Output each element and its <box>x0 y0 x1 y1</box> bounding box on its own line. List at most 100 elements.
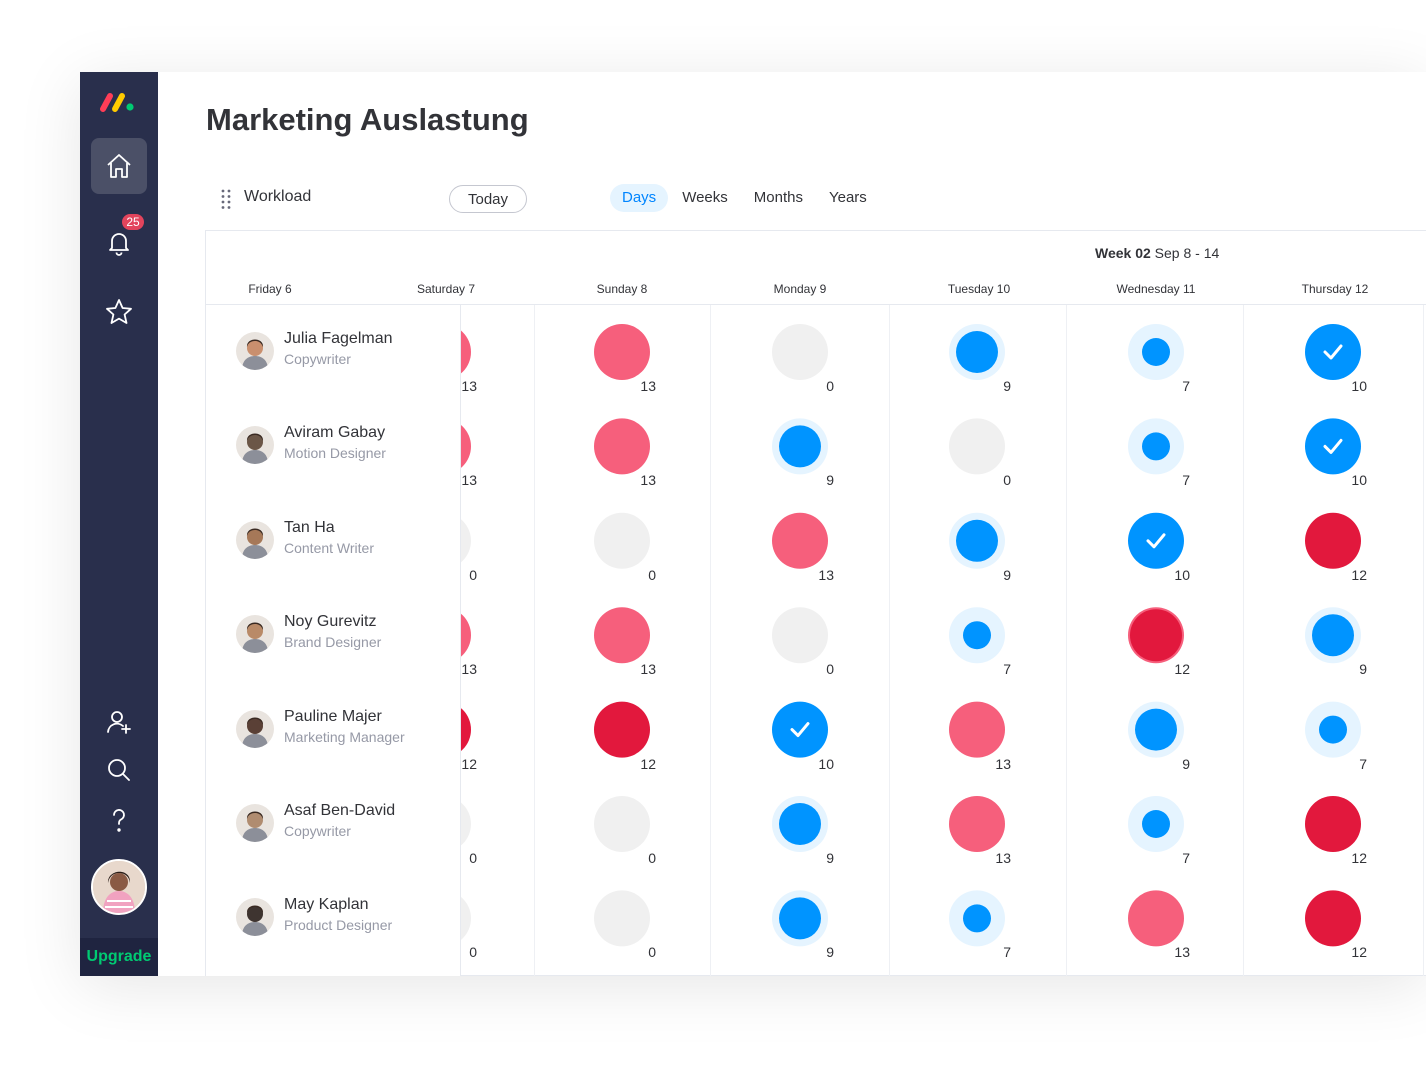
workload-bubble[interactable] <box>949 418 1005 475</box>
workload-bubble[interactable] <box>1305 324 1361 380</box>
workload-value: 7 <box>1003 944 1011 961</box>
workload-bubble[interactable] <box>772 512 828 569</box>
person-row[interactable]: Julia Fagelman Copywriter <box>206 322 461 382</box>
workload-bubble[interactable] <box>772 607 828 664</box>
person-row[interactable]: Aviram Gabay Motion Designer <box>206 416 461 476</box>
person-role: Marketing Manager <box>284 728 405 745</box>
workload-bubble[interactable] <box>772 324 828 380</box>
person-avatar <box>236 898 274 937</box>
workload-bubble[interactable] <box>594 607 650 664</box>
tab-weeks[interactable]: Weeks <box>682 189 728 206</box>
workload-bubble[interactable] <box>1305 701 1361 758</box>
day-header-thursday: Thursday 12 <box>1301 282 1369 296</box>
workload-bubble[interactable] <box>594 796 650 852</box>
person-avatar-icon <box>236 615 274 654</box>
workload-bubble[interactable] <box>594 512 650 569</box>
workload-bubble[interactable] <box>1305 890 1361 947</box>
workload-bubble[interactable] <box>949 890 1005 947</box>
person-row[interactable]: May Kaplan Product Designer <box>206 888 461 948</box>
column-divider <box>710 305 711 976</box>
workload-bubble[interactable] <box>594 418 650 475</box>
workload-value: 13 <box>1174 944 1190 961</box>
day-header-friday: Friday 6 <box>248 282 292 296</box>
checkmark-icon <box>1323 438 1343 454</box>
column-divider <box>534 305 535 976</box>
workload-bubble[interactable] <box>1128 796 1184 852</box>
workload-value: 13 <box>461 378 477 394</box>
person-avatar-icon <box>236 898 274 937</box>
monday-logo-icon[interactable] <box>99 90 139 114</box>
person-role: Brand Designer <box>284 634 382 651</box>
workload-value: 13 <box>461 661 477 678</box>
person-row[interactable]: Noy Gurevitz Brand Designer <box>206 605 461 665</box>
workload-bubble[interactable] <box>772 701 828 758</box>
workload-bubble[interactable] <box>594 324 650 380</box>
person-row[interactable]: Asaf Ben-David Copywriter <box>206 794 461 854</box>
person-row[interactable]: Tan Ha Content Writer <box>206 511 461 571</box>
workload-board: Week 02 Sep 8 - 14 Friday 6 Saturday 7 S… <box>205 230 1426 976</box>
checkmark-icon <box>790 722 810 738</box>
user-avatar[interactable] <box>91 859 147 915</box>
search-button[interactable] <box>91 742 147 798</box>
workload-value: 0 <box>826 378 834 394</box>
workload-bubbles <box>415 324 1361 947</box>
workload-bubble[interactable] <box>772 418 828 475</box>
upgrade-button[interactable]: Upgrade <box>80 938 158 976</box>
question-mark-icon <box>113 809 125 832</box>
tab-days[interactable]: Days <box>610 184 669 212</box>
person-avatar-icon <box>236 804 274 842</box>
tab-years[interactable]: Years <box>828 189 867 206</box>
notifications-button[interactable] <box>91 214 147 270</box>
workload-value: 0 <box>648 566 656 583</box>
workload-bubble[interactable] <box>772 890 828 947</box>
workload-bubble[interactable] <box>594 890 650 947</box>
person-name: May Kaplan <box>284 896 369 914</box>
workload-bubble[interactable] <box>1305 512 1361 569</box>
person-name: Pauline Majer <box>284 707 382 725</box>
workload-bubble[interactable] <box>949 324 1005 380</box>
help-button[interactable] <box>91 792 147 848</box>
person-role: Content Writer <box>284 539 374 556</box>
workload-bubble[interactable] <box>949 512 1005 569</box>
workload-bubble[interactable] <box>1128 418 1184 475</box>
workload-value: 10 <box>1174 566 1190 583</box>
person-name: Tan Ha <box>284 518 335 536</box>
workload-bubble[interactable] <box>1128 701 1184 758</box>
time-range-tabs: Days Weeks Months Years <box>610 184 881 212</box>
today-button[interactable]: Today <box>449 185 527 213</box>
view-name[interactable]: Workload <box>244 188 312 205</box>
invite-members-button[interactable] <box>91 694 147 750</box>
checkmark-icon <box>1323 344 1343 360</box>
workload-bubble[interactable] <box>1128 607 1184 664</box>
workload-bubble[interactable] <box>949 701 1005 758</box>
favorites-button[interactable] <box>91 284 147 340</box>
checkmark-icon <box>1146 533 1166 549</box>
notification-count-badge: 25 <box>122 214 144 230</box>
workload-bubble[interactable] <box>949 607 1005 664</box>
main-content: Marketing Auslastung Workload Today Days… <box>158 72 1426 976</box>
person-avatar <box>236 332 274 370</box>
workload-bubble[interactable] <box>1305 418 1361 475</box>
person-row[interactable]: Pauline Majer Marketing Manager <box>206 700 461 760</box>
week-range: Sep 8 - 14 <box>1154 245 1220 261</box>
home-button[interactable] <box>91 138 147 194</box>
workload-value: 13 <box>995 850 1011 866</box>
workload-bubble[interactable] <box>772 796 828 852</box>
workload-value: 10 <box>1351 472 1367 489</box>
home-icon <box>107 154 131 178</box>
workload-bubble[interactable] <box>1305 607 1361 664</box>
column-divider <box>1243 305 1244 976</box>
workload-bubble[interactable] <box>1128 512 1184 569</box>
workload-bubble[interactable] <box>949 796 1005 852</box>
drag-handle-icon[interactable] <box>220 188 232 210</box>
user-avatar-icon <box>93 861 145 913</box>
tab-months[interactable]: Months <box>753 189 803 206</box>
workload-value: 9 <box>1182 755 1190 772</box>
workload-bubble[interactable] <box>1128 324 1184 380</box>
workload-bubble[interactable] <box>1305 796 1361 852</box>
workload-value: 9 <box>826 850 834 866</box>
day-header-saturday: Saturday 7 <box>416 282 476 296</box>
workload-value: 7 <box>1003 661 1011 678</box>
workload-bubble[interactable] <box>1128 890 1184 947</box>
workload-bubble[interactable] <box>594 701 650 758</box>
